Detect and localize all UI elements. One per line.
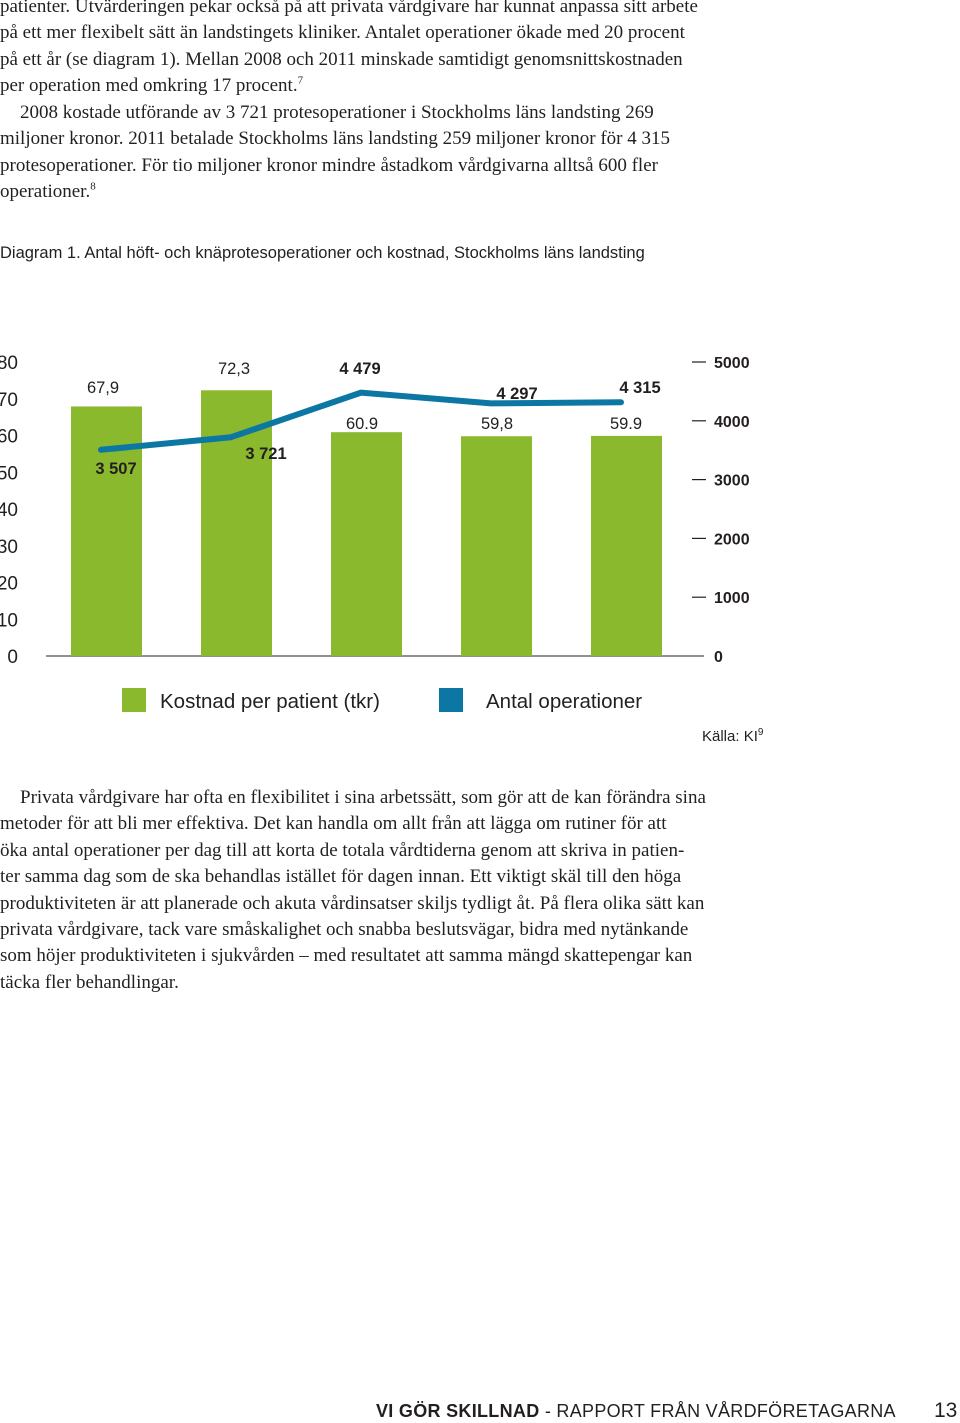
bar-value-label: 60.9 — [346, 415, 378, 433]
text-line: patienter. Utvärderingen pekar också på … — [0, 0, 698, 17]
left-tick-label: 10 — [0, 610, 18, 631]
right-tick-label: 0 — [714, 649, 723, 666]
page-footer: VI GÖR SKILLNAD - RAPPORT FRÅN VÅRDFÖRET… — [376, 1401, 896, 1422]
text-line: produktiviteten är att planerade och aku… — [0, 892, 705, 914]
left-tick-label: 60 — [0, 427, 18, 448]
text-line: miljoner kronor. 2011 betalade Stockholm… — [0, 128, 671, 150]
left-tick-label: 50 — [0, 463, 18, 484]
left-axis: 80 70 60 50 40 30 20 10 0 — [0, 353, 18, 668]
intro-paragraph-2: 2008 kostade utförande av 3 721 protesop… — [0, 100, 770, 206]
text-line: privata vårdgivare, tack vare småskaligh… — [0, 919, 689, 941]
footer-title: VI GÖR SKILLNAD — [376, 1401, 540, 1421]
right-tick-label: 5000 — [714, 355, 750, 372]
left-tick-label: 30 — [0, 537, 18, 558]
line-series — [98, 389, 624, 453]
legend-label-bar: Kostnad per patient (tkr) — [160, 690, 380, 713]
left-tick-label: 20 — [0, 574, 18, 595]
legend-swatch-line — [439, 688, 463, 712]
bar-value-label: 72,3 — [218, 360, 250, 378]
source-label: Källa: KI — [702, 728, 758, 745]
text-line: operationer.8 — [0, 179, 770, 205]
footer-subtitle: - RAPPORT FRÅN VÅRDFÖRETAGARNA — [539, 1401, 896, 1421]
text-segment: operationer. — [0, 181, 91, 203]
line-value-label: 4 297 — [496, 385, 537, 403]
left-tick-label: 40 — [0, 500, 18, 521]
footnote-ref: 8 — [90, 180, 96, 193]
diagram-caption: Diagram 1. Antal höft- och knäprotesoper… — [0, 244, 645, 262]
right-tick-label: 4000 — [714, 414, 750, 431]
text-line: protesoperationer. För tio miljoner kron… — [0, 154, 658, 176]
page-number: 13 — [934, 1399, 958, 1422]
text-line: 2008 kostade utförande av 3 721 protesop… — [20, 102, 654, 123]
line-value-label: 3 721 — [245, 445, 286, 463]
line-value-label: 4 315 — [619, 379, 660, 397]
text-line: på ett mer flexibelt sätt än landstinget… — [0, 22, 685, 44]
left-tick-label: 70 — [0, 390, 18, 411]
series-line — [98, 389, 624, 453]
text-line: metoder för att bli mer effektiva. Det k… — [0, 813, 667, 835]
text-line: som höjer produktiviteten i sjukvården –… — [0, 945, 693, 967]
footnote-ref: 7 — [297, 74, 304, 87]
left-tick-label: 80 — [0, 353, 18, 374]
footnote-ref: 9 — [757, 727, 764, 738]
text-line: öka antal operationer per dag till att k… — [0, 839, 685, 861]
text-segment: per operation med omkring 17 procent. — [0, 75, 298, 97]
text-line: Privata vårdgivare har ofta en flexibili… — [20, 787, 706, 808]
text-line: per operation med omkring 17 procent.7 — [0, 73, 770, 99]
line-value-label: 3 507 — [95, 460, 136, 478]
line-value-label: 4 479 — [339, 360, 380, 378]
data-labels: 67,9 72,3 60.9 59,8 59.9 3 507 3 721 4 479 4 297… — [87, 360, 661, 478]
left-tick-label: 0 — [7, 647, 18, 668]
bar — [201, 390, 272, 656]
legend-swatch-bar — [122, 688, 146, 712]
chart-source: Källa: KI9 — [702, 727, 764, 746]
bar-value-label: 59.9 — [610, 415, 642, 433]
right-tick-label: 2000 — [714, 531, 750, 548]
bar-value-label: 67,9 — [87, 379, 119, 397]
bar — [461, 436, 532, 656]
right-tick-label: 3000 — [714, 473, 750, 490]
text-line: ter samma dag som de ska behandlas istäl… — [0, 866, 682, 888]
chart-legend: Kostnad per patient (tkr) Antal operation… — [122, 688, 642, 713]
body-paragraph: Privata vårdgivare har ofta en flexibili… — [0, 785, 770, 996]
bar — [591, 435, 662, 656]
right-tick-label: 1000 — [714, 590, 750, 607]
bar-value-label: 59,8 — [481, 415, 513, 433]
right-axis: 5000 4000 3000 2000 1000 0 — [692, 355, 750, 666]
intro-paragraph-1: patienter. Utvärderingen pekar också på … — [0, 0, 770, 100]
legend-label-line: Antal operationer — [486, 690, 642, 713]
bar — [331, 432, 402, 656]
text-line: täcka fler behandlingar. — [0, 971, 179, 993]
text-line: på ett år (se diagram 1). Mellan 2008 oc… — [0, 48, 683, 70]
